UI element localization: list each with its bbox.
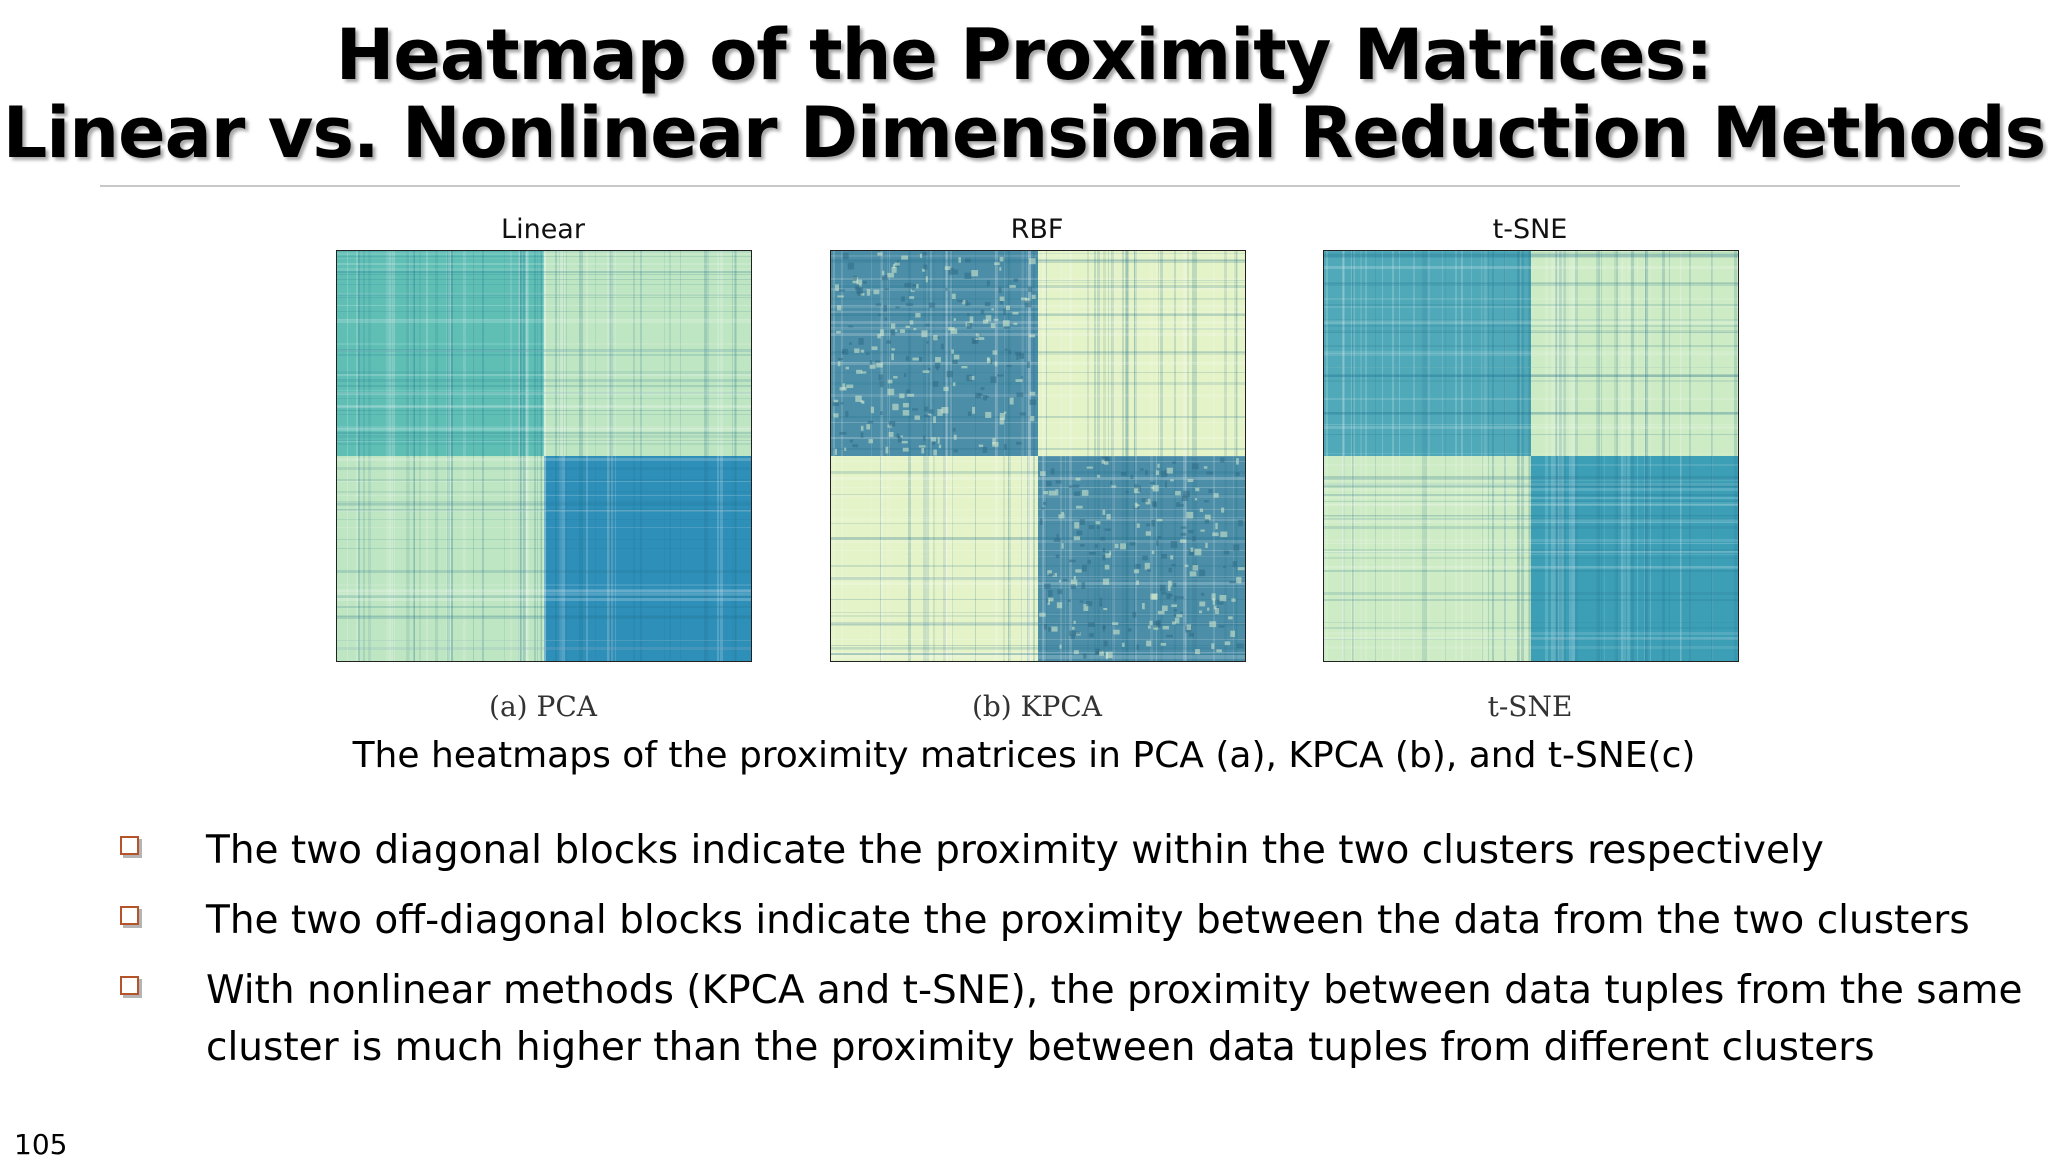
- heatmap-label-linear: Linear: [501, 214, 585, 245]
- heatmap-tsne: [1323, 250, 1739, 662]
- heatmap-tsne-svg: [1324, 251, 1738, 661]
- heatmap-block-off-diagonal-1: [1038, 251, 1245, 456]
- heatmap-block-off-diagonal-2: [1324, 456, 1531, 661]
- page-number: 105: [14, 1128, 68, 1161]
- heatmap-block-diagonal-2: [1531, 456, 1738, 661]
- heatmap-caption-kpca: (b) KPCA: [971, 690, 1103, 723]
- heatmap-caption-pca: (a) PCA: [489, 690, 597, 723]
- title-divider: [100, 185, 1960, 187]
- checkbox-bullet-icon: [120, 976, 139, 995]
- checkbox-bullet-icon: [120, 836, 139, 855]
- slide-title-line-1: Heatmap of the Proximity Matrices:: [335, 14, 1713, 96]
- slide-title-line-2: Linear vs. Nonlinear Dimensional Reducti…: [2, 92, 2047, 174]
- bullet-text: The two diagonal blocks indicate the pro…: [206, 828, 1824, 873]
- figure-caption: The heatmaps of the proximity matrices i…: [352, 735, 1696, 776]
- heatmap-label-rbf: RBF: [1010, 214, 1064, 245]
- heatmap-block-off-diagonal-1: [1531, 251, 1738, 456]
- heatmap-block-diagonal-2: [544, 456, 751, 661]
- slide-title: Heatmap of the Proximity Matrices: Linea…: [0, 16, 2048, 172]
- bullet-text: The two off-diagonal blocks indicate the…: [206, 898, 1970, 943]
- heatmap-block-off-diagonal-1: [544, 251, 751, 456]
- heatmap-rbf: [830, 250, 1246, 662]
- heatmap-linear: [336, 250, 752, 662]
- heatmap-linear-svg: [337, 251, 751, 661]
- heatmap-block-off-diagonal-2: [337, 456, 544, 661]
- heatmap-caption-tsne: t-SNE: [1487, 690, 1573, 723]
- heatmap-rbf-svg: [831, 251, 1245, 661]
- heatmap-label-tsne: t-SNE: [1492, 214, 1568, 245]
- checkbox-bullet-icon: [120, 906, 139, 925]
- heatmap-block-off-diagonal-2: [831, 456, 1038, 661]
- heatmap-block-diagonal-1: [337, 251, 544, 456]
- bullet-text: With nonlinear methods (KPCA and t-SNE),…: [206, 968, 2023, 1070]
- heatmap-block-diagonal-1: [1324, 251, 1531, 456]
